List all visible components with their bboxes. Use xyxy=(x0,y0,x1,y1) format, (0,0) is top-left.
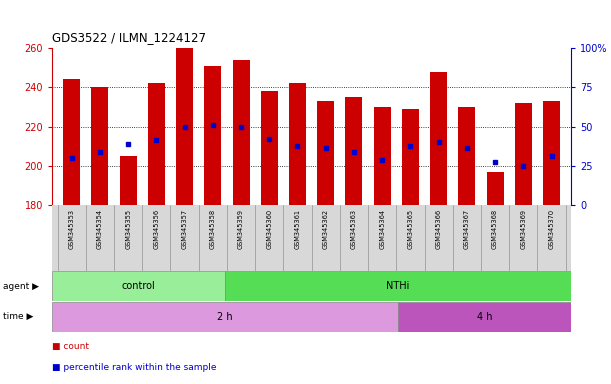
Bar xyxy=(52,302,398,331)
Bar xyxy=(402,109,419,205)
Text: ■ percentile rank within the sample: ■ percentile rank within the sample xyxy=(52,363,216,372)
Bar xyxy=(92,88,108,205)
Text: GSM345368: GSM345368 xyxy=(492,209,498,249)
Text: control: control xyxy=(122,281,155,291)
Bar xyxy=(63,79,80,205)
Bar xyxy=(176,48,193,205)
Bar xyxy=(120,156,137,205)
Bar xyxy=(374,107,390,205)
Bar xyxy=(317,101,334,205)
Text: GSM345358: GSM345358 xyxy=(210,209,216,249)
Text: GSM345360: GSM345360 xyxy=(266,209,273,249)
Text: GSM345364: GSM345364 xyxy=(379,209,385,249)
Bar xyxy=(345,97,362,205)
Bar xyxy=(430,71,447,205)
Bar xyxy=(543,101,560,205)
Bar xyxy=(52,271,225,301)
Bar xyxy=(148,83,165,205)
Text: NTHi: NTHi xyxy=(387,281,410,291)
Bar xyxy=(515,103,532,205)
Text: GSM345367: GSM345367 xyxy=(464,209,470,249)
Text: ■ count: ■ count xyxy=(52,342,89,351)
Bar xyxy=(486,172,503,205)
Bar xyxy=(289,83,306,205)
Text: time ▶: time ▶ xyxy=(3,312,34,321)
Text: GSM345356: GSM345356 xyxy=(153,209,159,249)
Text: GSM345355: GSM345355 xyxy=(125,209,131,249)
Bar xyxy=(261,91,278,205)
Text: GSM345362: GSM345362 xyxy=(323,209,329,249)
Bar xyxy=(458,107,475,205)
Bar xyxy=(204,66,221,205)
Text: GSM345366: GSM345366 xyxy=(436,209,442,249)
Text: GSM345359: GSM345359 xyxy=(238,209,244,249)
Text: GSM345357: GSM345357 xyxy=(181,209,188,249)
Text: GSM345363: GSM345363 xyxy=(351,209,357,249)
Text: GSM345354: GSM345354 xyxy=(97,209,103,249)
Bar xyxy=(225,271,571,301)
Text: GSM345353: GSM345353 xyxy=(68,209,75,249)
Text: GSM345369: GSM345369 xyxy=(521,209,526,249)
Bar xyxy=(398,302,571,331)
Text: 4 h: 4 h xyxy=(477,312,492,322)
Text: 2 h: 2 h xyxy=(218,312,233,322)
Text: GDS3522 / ILMN_1224127: GDS3522 / ILMN_1224127 xyxy=(52,31,206,44)
Text: agent ▶: agent ▶ xyxy=(3,281,39,291)
Text: GSM345361: GSM345361 xyxy=(295,209,301,249)
Bar xyxy=(233,60,249,205)
Text: GSM345365: GSM345365 xyxy=(408,209,414,249)
Text: GSM345370: GSM345370 xyxy=(549,209,555,249)
